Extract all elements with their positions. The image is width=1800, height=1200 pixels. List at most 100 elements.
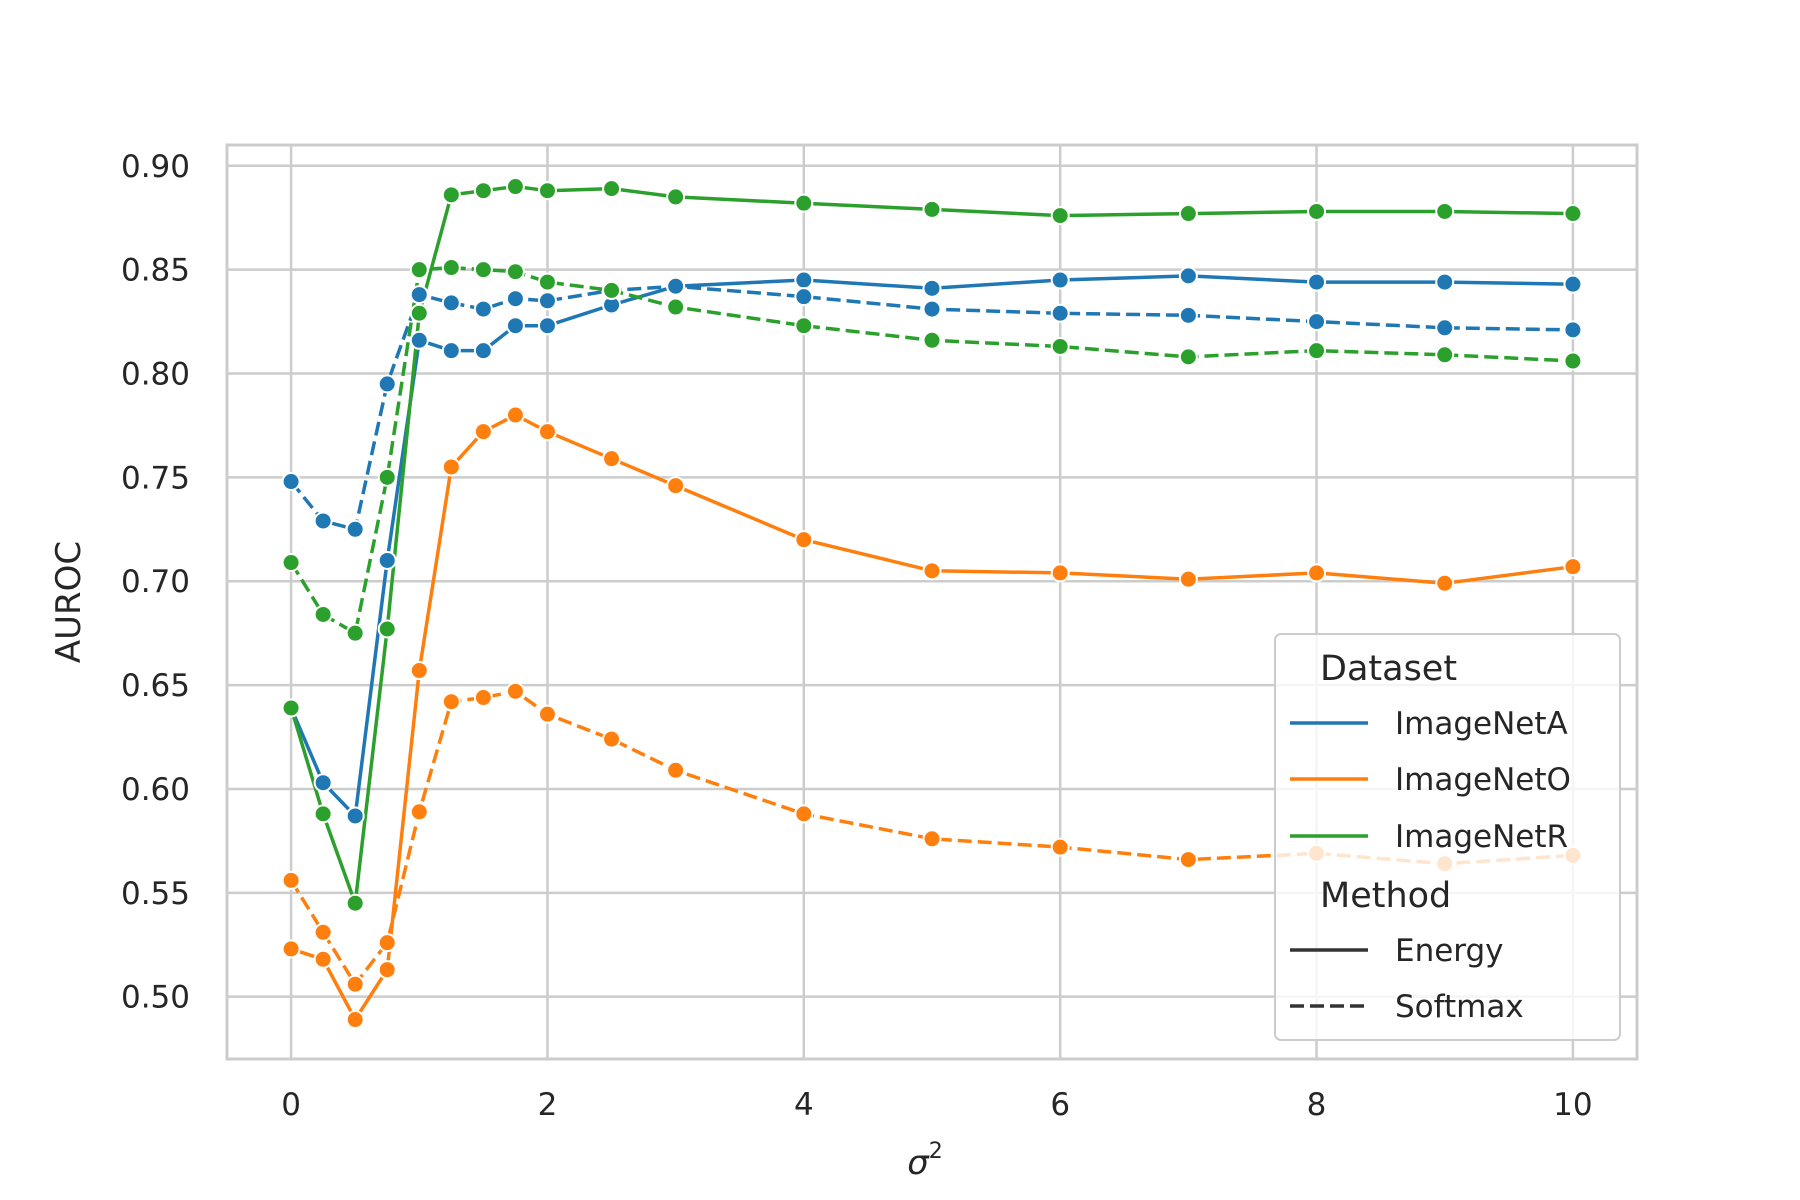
- x-axis-label-superscript: 2: [929, 1139, 943, 1164]
- data-point-imageneto-softmax: [666, 760, 686, 780]
- data-point-imagenetr-energy: [1435, 201, 1455, 221]
- y-tick-label: 0.55: [121, 876, 190, 912]
- series-lines: [289, 184, 1574, 1022]
- data-point-imageneta-softmax: [1307, 312, 1327, 332]
- data-point-imageneto-energy: [1178, 569, 1198, 589]
- data-point-imageneta-softmax: [1563, 320, 1583, 340]
- data-point-imageneta-softmax: [537, 291, 557, 311]
- data-point-imageneta-energy: [1435, 272, 1455, 292]
- data-point-imageneto-energy: [1435, 573, 1455, 593]
- data-point-imageneta-softmax: [473, 299, 493, 319]
- data-point-imageneto-energy: [537, 422, 557, 442]
- data-point-imageneta-softmax: [345, 519, 365, 539]
- data-point-imageneta-softmax: [1435, 318, 1455, 338]
- data-point-imageneto-softmax: [473, 688, 493, 708]
- data-point-imagenetr-softmax: [1563, 351, 1583, 371]
- data-point-imageneto-softmax: [345, 974, 365, 994]
- data-point-imageneto-energy: [1050, 563, 1070, 583]
- legend-label-imageneto: ImageNetO: [1395, 762, 1571, 798]
- data-point-imagenetr-softmax: [602, 280, 622, 300]
- data-point-imageneto-softmax: [794, 804, 814, 824]
- data-point-imageneto-energy: [666, 476, 686, 496]
- data-point-imageneto-energy: [1563, 557, 1583, 577]
- data-point-imageneta-softmax: [377, 374, 397, 394]
- data-point-imageneto-energy: [794, 530, 814, 550]
- data-point-imageneto-energy: [281, 939, 301, 959]
- legend-label-imageneta: ImageNetA: [1395, 706, 1568, 742]
- data-point-imagenetr-energy: [505, 177, 525, 197]
- series-line-imagenetr-energy: [289, 184, 1573, 905]
- data-point-imagenetr-softmax: [409, 260, 429, 280]
- data-point-imagenetr-energy: [794, 193, 814, 213]
- data-point-imageneta-softmax: [313, 511, 333, 531]
- data-point-imageneta-softmax: [1178, 305, 1198, 325]
- series-markers: [281, 177, 1583, 1030]
- data-point-imagenetr-softmax: [505, 262, 525, 282]
- data-point-imageneto-energy: [602, 449, 622, 469]
- data-point-imageneta-energy: [922, 278, 942, 298]
- data-point-imageneta-energy: [1307, 272, 1327, 292]
- data-point-imagenetr-energy: [377, 619, 397, 639]
- data-point-imageneto-softmax: [377, 933, 397, 953]
- legend-label-imagenetr: ImageNetR: [1395, 819, 1568, 855]
- data-point-imagenetr-energy: [1050, 206, 1070, 226]
- data-point-imageneto-energy: [345, 1010, 365, 1030]
- legend-title-method: Method: [1320, 876, 1451, 916]
- series-line-imageneto-energy: [290, 413, 1574, 1022]
- data-point-imageneta-energy: [505, 316, 525, 336]
- data-point-imageneto-energy: [922, 561, 942, 581]
- data-point-imageneta-energy: [313, 773, 333, 793]
- x-axis-label-symbol: σ: [907, 1143, 930, 1183]
- data-point-imageneta-softmax: [666, 276, 686, 296]
- data-point-imageneto-energy: [409, 661, 429, 681]
- data-point-imagenetr-energy: [602, 179, 622, 199]
- data-point-imagenetr-softmax: [441, 258, 461, 278]
- y-tick-label: 0.70: [121, 564, 190, 600]
- data-point-imagenetr-softmax: [377, 467, 397, 487]
- data-point-imageneto-energy: [505, 405, 525, 425]
- data-point-imagenetr-energy: [441, 185, 461, 205]
- data-point-imageneto-softmax: [537, 704, 557, 724]
- data-point-imagenetr-softmax: [1050, 336, 1070, 356]
- y-tick-label: 0.50: [121, 980, 190, 1016]
- data-point-imageneta-energy: [345, 806, 365, 826]
- y-tick-label: 0.75: [121, 460, 190, 496]
- data-point-imagenetr-energy: [1563, 204, 1583, 224]
- x-tick-label: 2: [538, 1087, 558, 1123]
- data-point-imageneta-softmax: [794, 287, 814, 307]
- data-point-imagenetr-energy: [666, 187, 686, 207]
- y-axis-label: AUROC: [49, 541, 89, 663]
- data-point-imagenetr-softmax: [537, 272, 557, 292]
- data-point-imagenetr-energy: [473, 181, 493, 201]
- data-point-imagenetr-softmax: [922, 330, 942, 350]
- data-point-imageneta-energy: [1563, 274, 1583, 294]
- x-tick-label: 4: [794, 1087, 814, 1123]
- data-point-imagenetr-softmax: [1435, 345, 1455, 365]
- data-point-imageneta-energy: [377, 550, 397, 570]
- data-point-imagenetr-energy: [1178, 204, 1198, 224]
- data-point-imagenetr-softmax: [794, 316, 814, 336]
- x-tick-label: 10: [1553, 1087, 1592, 1123]
- legend-label-softmax: Softmax: [1395, 989, 1524, 1025]
- data-point-imageneta-energy: [409, 330, 429, 350]
- legend-title-dataset: Dataset: [1320, 649, 1457, 689]
- data-point-imagenetr-energy: [1307, 201, 1327, 221]
- data-point-imageneto-energy: [473, 422, 493, 442]
- data-point-imageneto-softmax: [505, 681, 525, 701]
- data-point-imagenetr-softmax: [313, 604, 333, 624]
- data-point-imageneta-energy: [537, 316, 557, 336]
- data-point-imageneto-energy: [313, 949, 333, 969]
- y-tick-label: 0.85: [121, 253, 190, 289]
- data-point-imagenetr-softmax: [473, 260, 493, 280]
- data-point-imagenetr-energy: [313, 804, 333, 824]
- data-point-imageneto-softmax: [313, 922, 333, 942]
- data-point-imageneta-softmax: [1050, 303, 1070, 323]
- legend: Dataset ImageNetA ImageNetO ImageNetR Me…: [1274, 633, 1621, 1041]
- data-point-imagenetr-energy: [409, 303, 429, 323]
- data-point-imagenetr-softmax: [1178, 347, 1198, 367]
- legend-box: [1274, 633, 1621, 1041]
- data-point-imagenetr-softmax: [1307, 341, 1327, 361]
- legend-label-energy: Energy: [1395, 933, 1504, 969]
- data-point-imageneto-softmax: [1050, 837, 1070, 857]
